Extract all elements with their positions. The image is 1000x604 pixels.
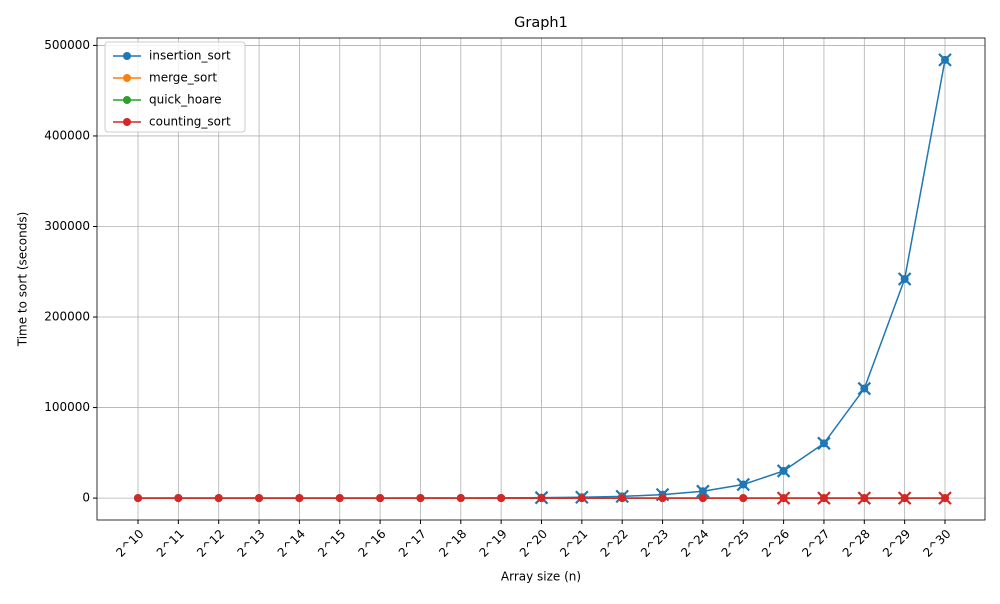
legend-marker <box>123 96 131 104</box>
data-point <box>698 494 707 503</box>
data-point <box>456 494 465 503</box>
cross-marker <box>897 491 912 505</box>
data-point <box>335 494 344 503</box>
cross-marker <box>817 436 831 451</box>
cross-marker <box>857 491 872 505</box>
y-tick-label: 0 <box>82 491 90 505</box>
legend-label: insertion_sort <box>149 49 231 63</box>
x-axis-label: Array size (n) <box>501 570 581 584</box>
y-tick-label: 400000 <box>44 128 90 142</box>
cross-marker <box>776 491 791 505</box>
legend-label: merge_sort <box>149 71 217 85</box>
cross-marker <box>857 381 872 396</box>
data-point <box>255 494 264 503</box>
legend-marker <box>123 118 131 126</box>
data-point <box>134 494 142 503</box>
data-point <box>739 494 748 503</box>
cross-marker <box>776 464 791 478</box>
legend-box <box>104 41 246 133</box>
data-point <box>537 494 546 503</box>
data-point <box>618 494 627 503</box>
y-axis-label: Time to sort (seconds) <box>16 212 30 348</box>
y-tick-label: 500000 <box>44 38 90 52</box>
legend-label: counting_sort <box>149 115 231 129</box>
cross-marker <box>696 484 710 499</box>
chart-title: Graph1 <box>514 15 568 31</box>
cross-marker <box>938 53 952 67</box>
cross-marker <box>938 491 952 505</box>
axes-frame <box>96 37 986 521</box>
data-point <box>497 494 506 503</box>
y-tick-label: 100000 <box>44 400 90 414</box>
legend-marker <box>123 52 131 60</box>
cross-marker <box>817 491 831 505</box>
data-point <box>174 494 183 503</box>
y-tick-label: 200000 <box>44 310 90 324</box>
data-point <box>577 494 586 503</box>
legend-marker <box>123 74 131 82</box>
cross-marker <box>897 272 912 286</box>
data-point <box>658 494 667 503</box>
legend-label: quick_hoare <box>149 93 221 107</box>
data-point <box>376 494 385 503</box>
data-point <box>214 494 223 503</box>
data-point <box>416 494 425 503</box>
data-point <box>295 494 304 503</box>
y-tick-label: 300000 <box>44 219 90 233</box>
cross-marker <box>736 477 751 492</box>
